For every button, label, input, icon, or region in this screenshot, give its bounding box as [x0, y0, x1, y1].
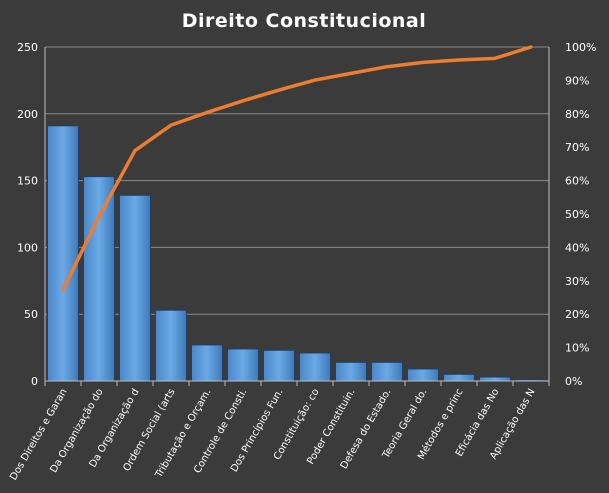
right-tick-label: 0%: [565, 375, 582, 388]
left-tick-label: 50: [24, 308, 38, 321]
chart-title: Direito Constitucional: [182, 10, 427, 32]
right-tick-label: 80%: [565, 108, 589, 121]
bar: [155, 309, 187, 382]
bar: [263, 349, 295, 382]
bar-series: [47, 125, 547, 382]
right-axis-ticks: 0% 10% 20% 30% 40% 50% 60% 70% 80% 90% 100%: [565, 41, 596, 388]
right-tick-label: 100%: [565, 41, 596, 54]
right-tick-label: 60%: [565, 175, 589, 188]
left-tick-label: 0: [31, 375, 38, 388]
bar: [443, 373, 475, 382]
bar: [371, 361, 403, 382]
left-axis-ticks: 0 50 100 150 200 250: [17, 41, 38, 388]
bar: [335, 361, 367, 382]
cumulative-line: [61, 45, 533, 292]
left-tick-label: 250: [17, 41, 38, 54]
bar: [227, 348, 259, 382]
axes: [44, 47, 550, 386]
left-tick-label: 200: [17, 108, 38, 121]
right-tick-label: 90%: [565, 74, 589, 87]
bar: [407, 368, 439, 382]
bar: [47, 125, 79, 382]
right-tick-label: 20%: [565, 308, 589, 321]
cumulative-line-series: [61, 45, 533, 292]
left-tick-label: 150: [17, 175, 38, 188]
right-tick-label: 70%: [565, 141, 589, 154]
bar: [191, 344, 223, 382]
bar: [119, 194, 151, 382]
right-tick-label: 10%: [565, 342, 589, 355]
bar: [83, 176, 115, 382]
right-tick-label: 40%: [565, 241, 589, 254]
right-tick-label: 30%: [565, 275, 589, 288]
bar: [299, 352, 331, 382]
left-tick-label: 100: [17, 241, 38, 254]
right-tick-label: 50%: [565, 208, 589, 221]
bar: [479, 376, 511, 382]
